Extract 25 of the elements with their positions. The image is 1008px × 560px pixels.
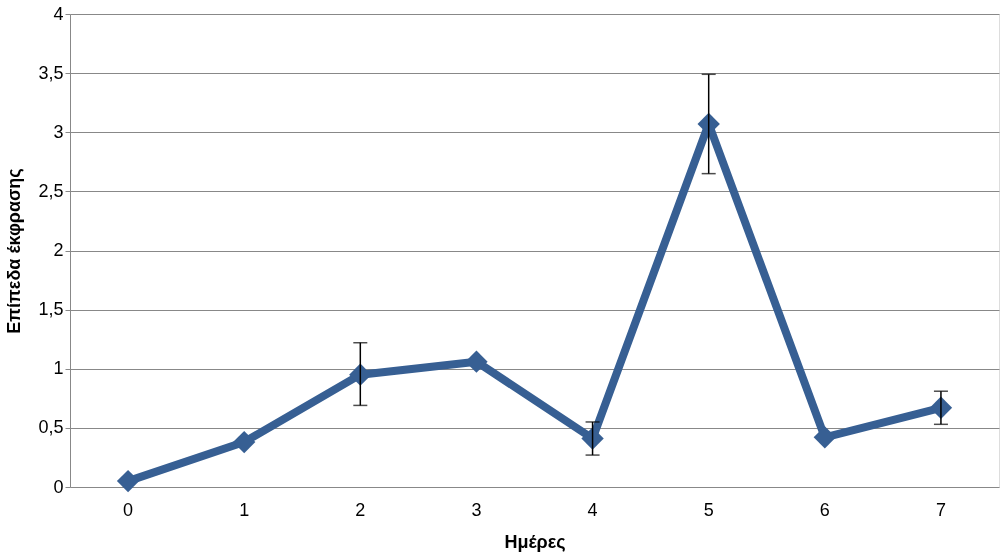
point bbox=[813, 426, 836, 449]
x-tick-label: 5 bbox=[703, 499, 714, 520]
x-tick-label: 6 bbox=[819, 499, 830, 520]
x-tick-label: 3 bbox=[471, 499, 482, 520]
x-tick-label: 7 bbox=[935, 499, 946, 520]
point bbox=[349, 363, 372, 386]
x-tick-label: 2 bbox=[355, 499, 366, 520]
y-tick-label: 2,5 bbox=[38, 180, 64, 201]
x-axis-title: Ημέρες bbox=[504, 531, 566, 552]
y-tick-label: 0,5 bbox=[38, 417, 64, 438]
point bbox=[233, 430, 256, 454]
y-tick-label: 3,5 bbox=[38, 62, 64, 83]
x-tick-label: 1 bbox=[239, 499, 250, 520]
y-tick-label: 2 bbox=[53, 240, 64, 260]
y-tick-label: 3 bbox=[53, 121, 64, 142]
x-tick-label: 4 bbox=[587, 499, 598, 520]
x-tick-label: 0 bbox=[123, 499, 134, 520]
point bbox=[465, 350, 488, 373]
y-axis-title: Επίπεδα έκφρασης bbox=[4, 168, 25, 334]
point bbox=[116, 469, 140, 493]
y-tick-label: 1 bbox=[53, 358, 64, 379]
y-tick-label: 1,5 bbox=[38, 299, 64, 320]
point bbox=[581, 427, 604, 450]
y-tick-label: 4 bbox=[53, 3, 64, 24]
y-tick-label: 0 bbox=[53, 476, 64, 497]
